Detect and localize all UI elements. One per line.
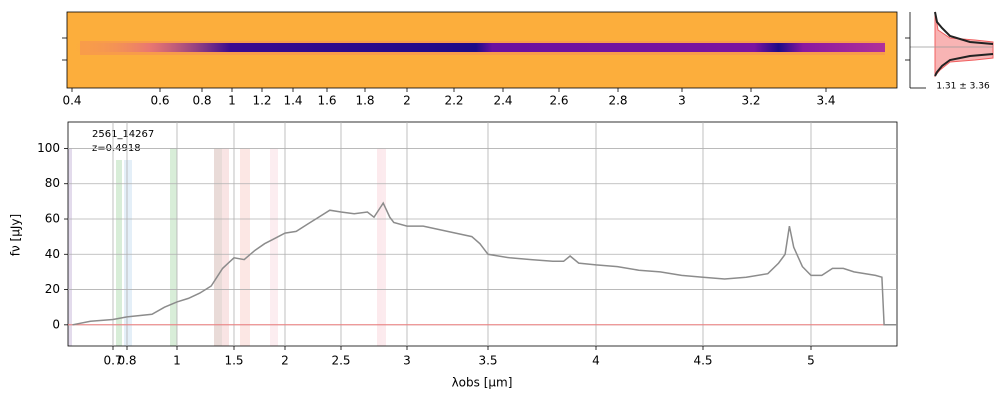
x-tick-label: 1.6: [317, 94, 336, 108]
y-tick-label: 60: [45, 212, 60, 226]
x-tick-label: 0.6: [150, 94, 169, 108]
x-tick-label: 1: [228, 94, 236, 108]
band: [240, 148, 250, 346]
inset-line: [934, 11, 994, 77]
line-bands: [68, 148, 386, 346]
y-tick-label: 20: [45, 282, 60, 296]
x-tick-label: 4: [592, 354, 600, 368]
x-axis-label: λobs [μm]: [452, 376, 513, 390]
image-frame: [66, 11, 898, 89]
band: [68, 148, 72, 346]
series-line: [72, 201, 897, 326]
x-tick-label: 2.2: [444, 94, 463, 108]
band: [377, 148, 386, 346]
spectrum-2d: [62, 11, 898, 89]
x-tick-label: 1.2: [252, 94, 271, 108]
x-tick-label: 3: [678, 94, 686, 108]
band: [124, 160, 132, 346]
x-tick-label: 2: [403, 94, 411, 108]
inset-label: 1.31 ± 3.36: [936, 82, 990, 92]
y-tick-label: 0: [52, 317, 60, 331]
x-tick-label: 3.4: [816, 94, 835, 108]
x-tick-label: 3: [403, 354, 411, 368]
x-tick-label: 3.2: [741, 94, 760, 108]
band: [214, 148, 222, 346]
x-tick-label: 4.5: [693, 354, 712, 368]
x-tick-label: 1.8: [355, 94, 374, 108]
x-tick-label: 0.4: [62, 94, 81, 108]
trace: [67, 43, 885, 52]
x-tick-label: 3.5: [478, 354, 497, 368]
x-tick-label: 2.6: [549, 94, 568, 108]
y-axis-label: fν [μJy]: [9, 214, 23, 256]
x-tick-label: 0.8: [192, 94, 211, 108]
annotation: 2561_14267: [92, 129, 154, 140]
x-tick-label: 0.8: [117, 354, 136, 368]
band: [170, 148, 177, 346]
band: [116, 160, 122, 346]
x-tick-label: 2.8: [608, 94, 627, 108]
band: [270, 148, 278, 346]
x-tick-label: 1: [173, 354, 181, 368]
y-tick-label: 100: [37, 141, 60, 155]
x-tick-label: 0.7: [103, 354, 122, 368]
plot-frame: [67, 121, 898, 347]
x-tick-label: 2.4: [493, 94, 512, 108]
inset: 1.31 ± 3.36: [905, 11, 994, 92]
y-tick-label: 40: [45, 247, 60, 261]
y-tick-label: 80: [45, 176, 60, 190]
x-tick-label: 1.4: [283, 94, 302, 108]
x-tick-label: 5: [807, 354, 815, 368]
x-tick-label: 2.5: [331, 354, 350, 368]
band: [222, 148, 229, 346]
x-tick-label: 2: [281, 354, 289, 368]
x-tick-label: 1.5: [224, 354, 243, 368]
